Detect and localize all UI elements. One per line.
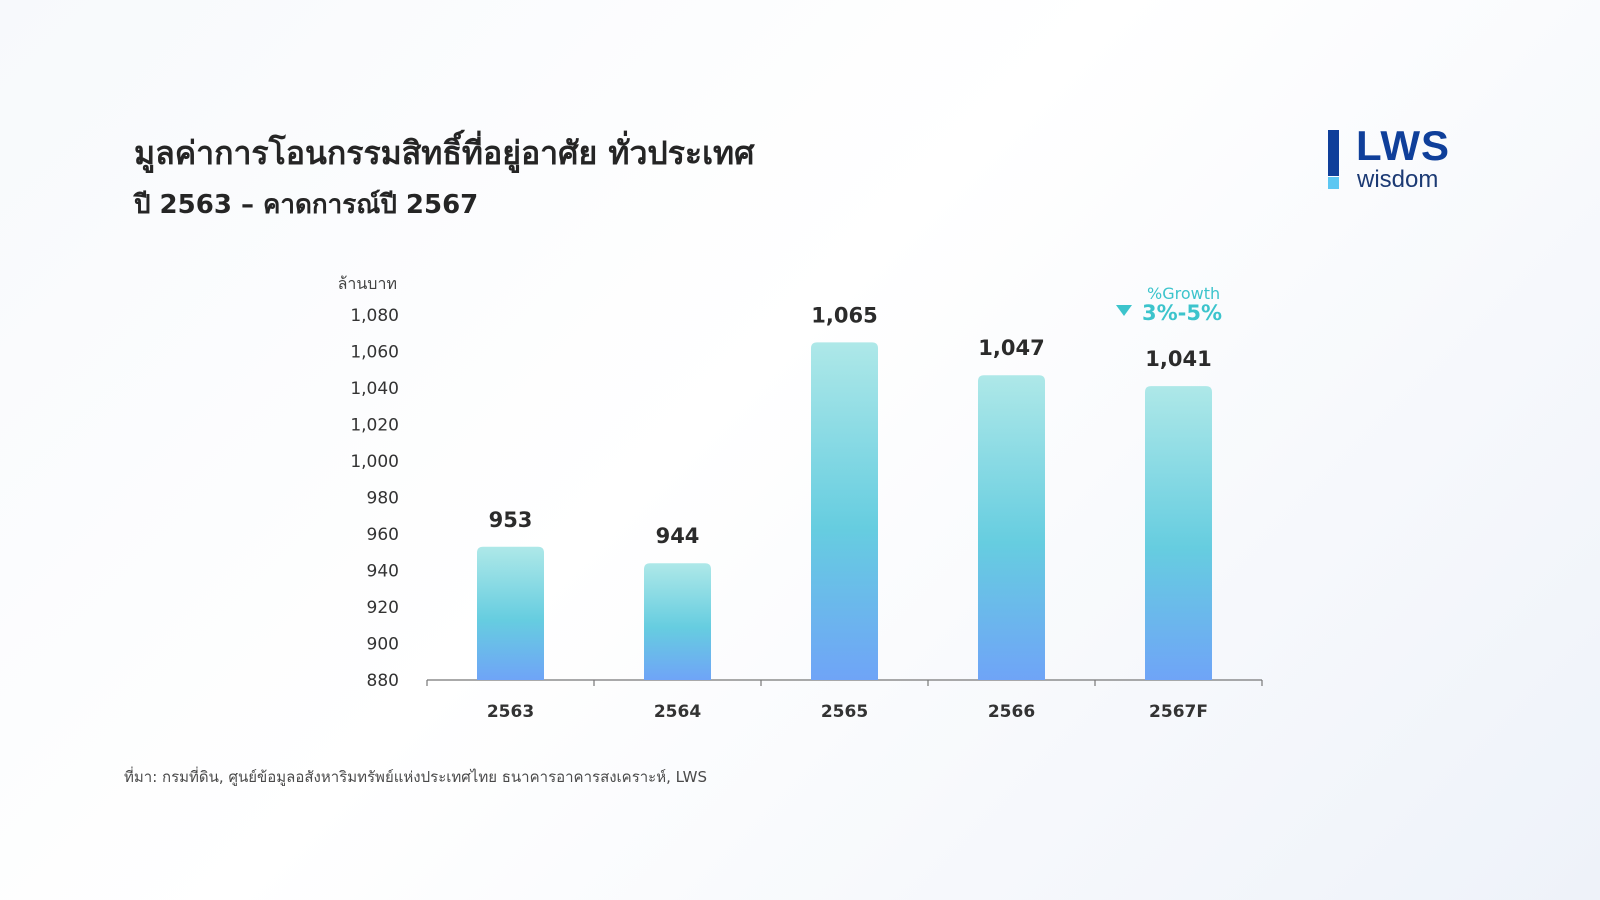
data-label: 1,047 xyxy=(978,336,1044,360)
bar-2567F xyxy=(1145,386,1212,680)
x-tick-label: 2567F xyxy=(1149,702,1208,722)
bar-2565 xyxy=(811,342,878,680)
bars: 953 2563 944 2564 1,065 2565 1,047 2566 1,041 256… xyxy=(477,303,1212,722)
logo-bar-icon xyxy=(1328,130,1339,176)
data-label: 953 xyxy=(489,508,533,532)
y-axis-label: ล้านบาท xyxy=(338,274,397,293)
logo-tagline: wisdom xyxy=(1357,166,1439,193)
y-axis: 880 900 920 940 960 980 1,000 1,020 1,040 1,060 1,… xyxy=(350,306,399,691)
chart-title: มูลค่าการโอนกรรมสิทธิ์ที่อยู่อาศัย ทั่วป… xyxy=(134,134,755,172)
y-tick-label: 1,020 xyxy=(350,416,399,436)
growth-label: %Growth xyxy=(1147,284,1221,303)
bar-2566 xyxy=(978,375,1045,680)
logo-accent-icon xyxy=(1328,177,1339,189)
y-tick-label: 1,060 xyxy=(350,343,399,363)
x-axis xyxy=(426,679,1263,686)
source-note: ที่มา: กรมที่ดิน, ศูนย์ข้อมูลอสังหาริมทร… xyxy=(124,768,708,786)
growth-annotation: 3%-5% xyxy=(1116,301,1222,325)
x-tick-label: 2563 xyxy=(487,702,534,722)
logo-brand: LWS xyxy=(1356,122,1450,169)
x-tick-label: 2566 xyxy=(988,702,1035,722)
growth-value: 3%-5% xyxy=(1142,301,1223,325)
y-tick-label: 960 xyxy=(367,525,399,545)
y-tick-label: 1,000 xyxy=(350,452,399,472)
x-tick-label: 2564 xyxy=(654,702,701,722)
y-tick-label: 920 xyxy=(367,598,399,618)
bar-2564 xyxy=(644,563,711,680)
x-tick-label: 2565 xyxy=(821,702,868,722)
y-tick-label: 980 xyxy=(367,489,399,509)
bar-2563 xyxy=(477,546,544,680)
y-tick-label: 900 xyxy=(367,635,399,655)
data-label: 944 xyxy=(656,524,700,548)
y-tick-label: 1,080 xyxy=(350,306,399,326)
down-triangle-icon xyxy=(1116,304,1132,316)
y-tick-label: 940 xyxy=(367,562,399,582)
lws-wisdom-logo: LWS wisdom xyxy=(1326,122,1476,194)
data-label: 1,065 xyxy=(811,303,877,327)
y-tick-label: 880 xyxy=(367,671,399,691)
data-label: 1,041 xyxy=(1145,347,1211,371)
chart-subtitle: ปี 2563 – คาดการณ์ปี 2567 xyxy=(134,190,479,220)
y-tick-label: 1,040 xyxy=(350,379,399,399)
